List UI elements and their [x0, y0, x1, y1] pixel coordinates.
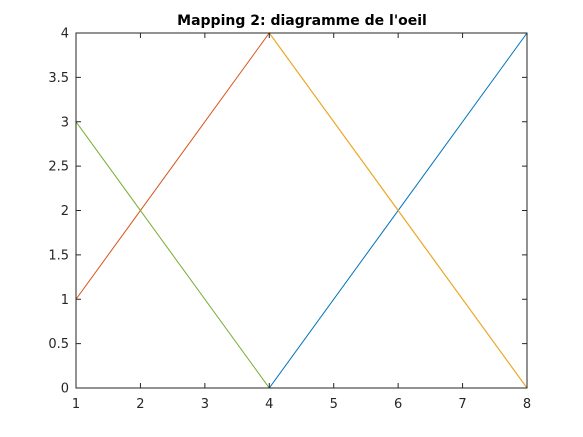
- chart-title: Mapping 2: diagramme de l'oeil: [177, 13, 427, 29]
- y-tick-label: 2.5: [48, 160, 69, 175]
- x-tick-label: 2: [136, 397, 144, 412]
- y-tick-label: 3: [61, 115, 69, 130]
- y-tick-label: 0: [61, 382, 69, 397]
- x-tick-label: 3: [201, 397, 209, 412]
- y-tick-label: 0.5: [48, 337, 69, 352]
- x-tick-label: 5: [330, 397, 338, 412]
- x-tick-label: 1: [72, 397, 80, 412]
- x-tick-label: 8: [523, 397, 531, 412]
- y-tick-label: 2: [61, 204, 69, 219]
- x-tick-label: 7: [458, 397, 466, 412]
- y-tick-label: 4: [61, 27, 69, 42]
- y-tick-label: 1.5: [48, 248, 69, 263]
- x-tick-label: 4: [265, 397, 273, 412]
- axes-box: [75, 32, 528, 389]
- plot-area: [76, 33, 527, 388]
- y-tick-label: 1: [61, 293, 69, 308]
- x-tick-label: 6: [394, 397, 402, 412]
- y-tick-label: 3.5: [48, 71, 69, 86]
